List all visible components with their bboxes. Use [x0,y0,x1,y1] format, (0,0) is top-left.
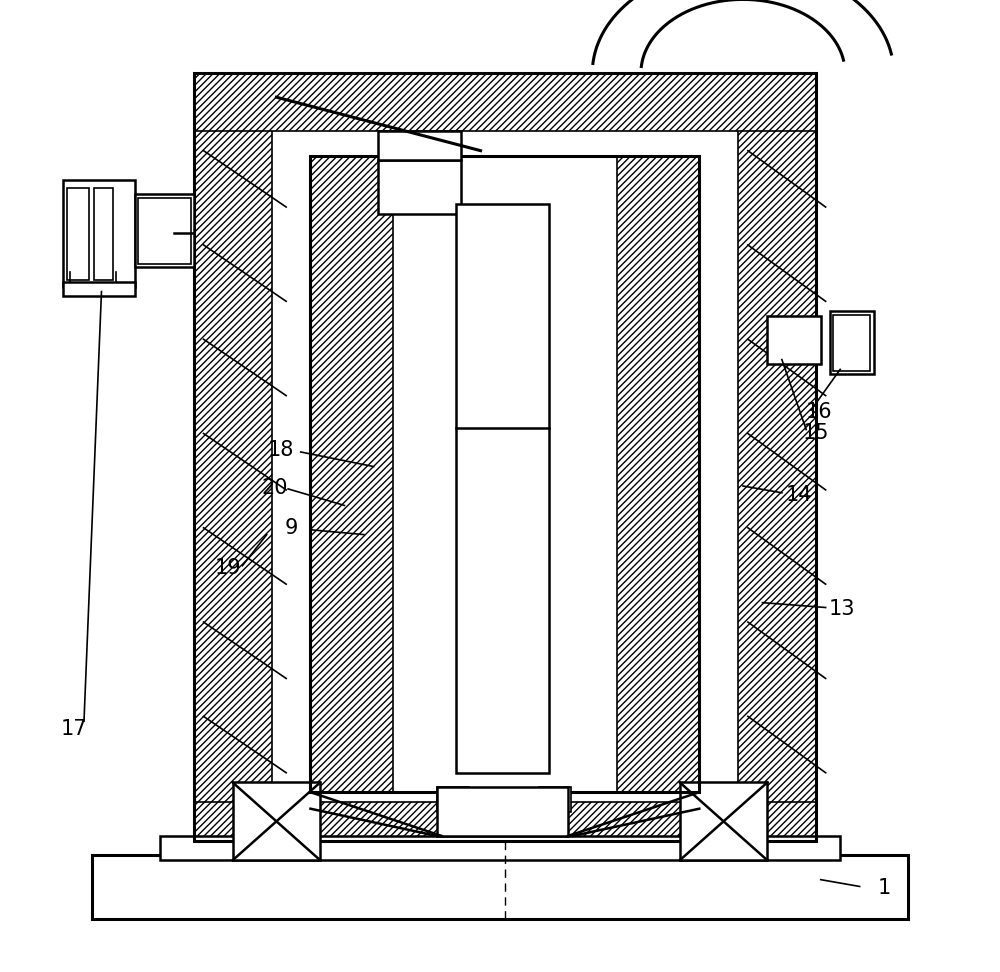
Bar [310,156,393,792]
Text: 18: 18 [268,440,294,460]
Bar [833,315,870,371]
Bar [738,126,816,841]
Bar [437,787,469,812]
Bar [63,282,135,296]
Bar [160,836,840,860]
Bar [378,160,461,214]
Bar [63,180,135,287]
Bar [378,131,461,160]
Text: 20: 20 [261,478,288,498]
Bar [617,156,699,792]
Bar [94,188,113,280]
Text: 17: 17 [61,719,88,739]
Bar [194,126,272,841]
Bar [194,73,816,841]
Text: 9: 9 [284,518,298,538]
Bar [456,204,549,773]
Bar [138,198,191,264]
Bar [539,787,571,812]
Bar [194,73,816,131]
Text: 19: 19 [215,558,241,577]
Bar [67,188,89,280]
Bar [92,855,908,919]
Bar [310,156,699,792]
Text: 16: 16 [806,402,832,422]
Text: 15: 15 [803,423,829,442]
Bar [680,782,767,860]
Bar [194,802,816,841]
Bar [437,787,568,836]
Bar [767,316,821,364]
Bar [233,782,320,860]
Text: 13: 13 [829,600,855,619]
Text: 1: 1 [877,879,891,898]
Bar [830,311,874,374]
Bar [135,194,194,267]
Text: 14: 14 [786,485,813,504]
